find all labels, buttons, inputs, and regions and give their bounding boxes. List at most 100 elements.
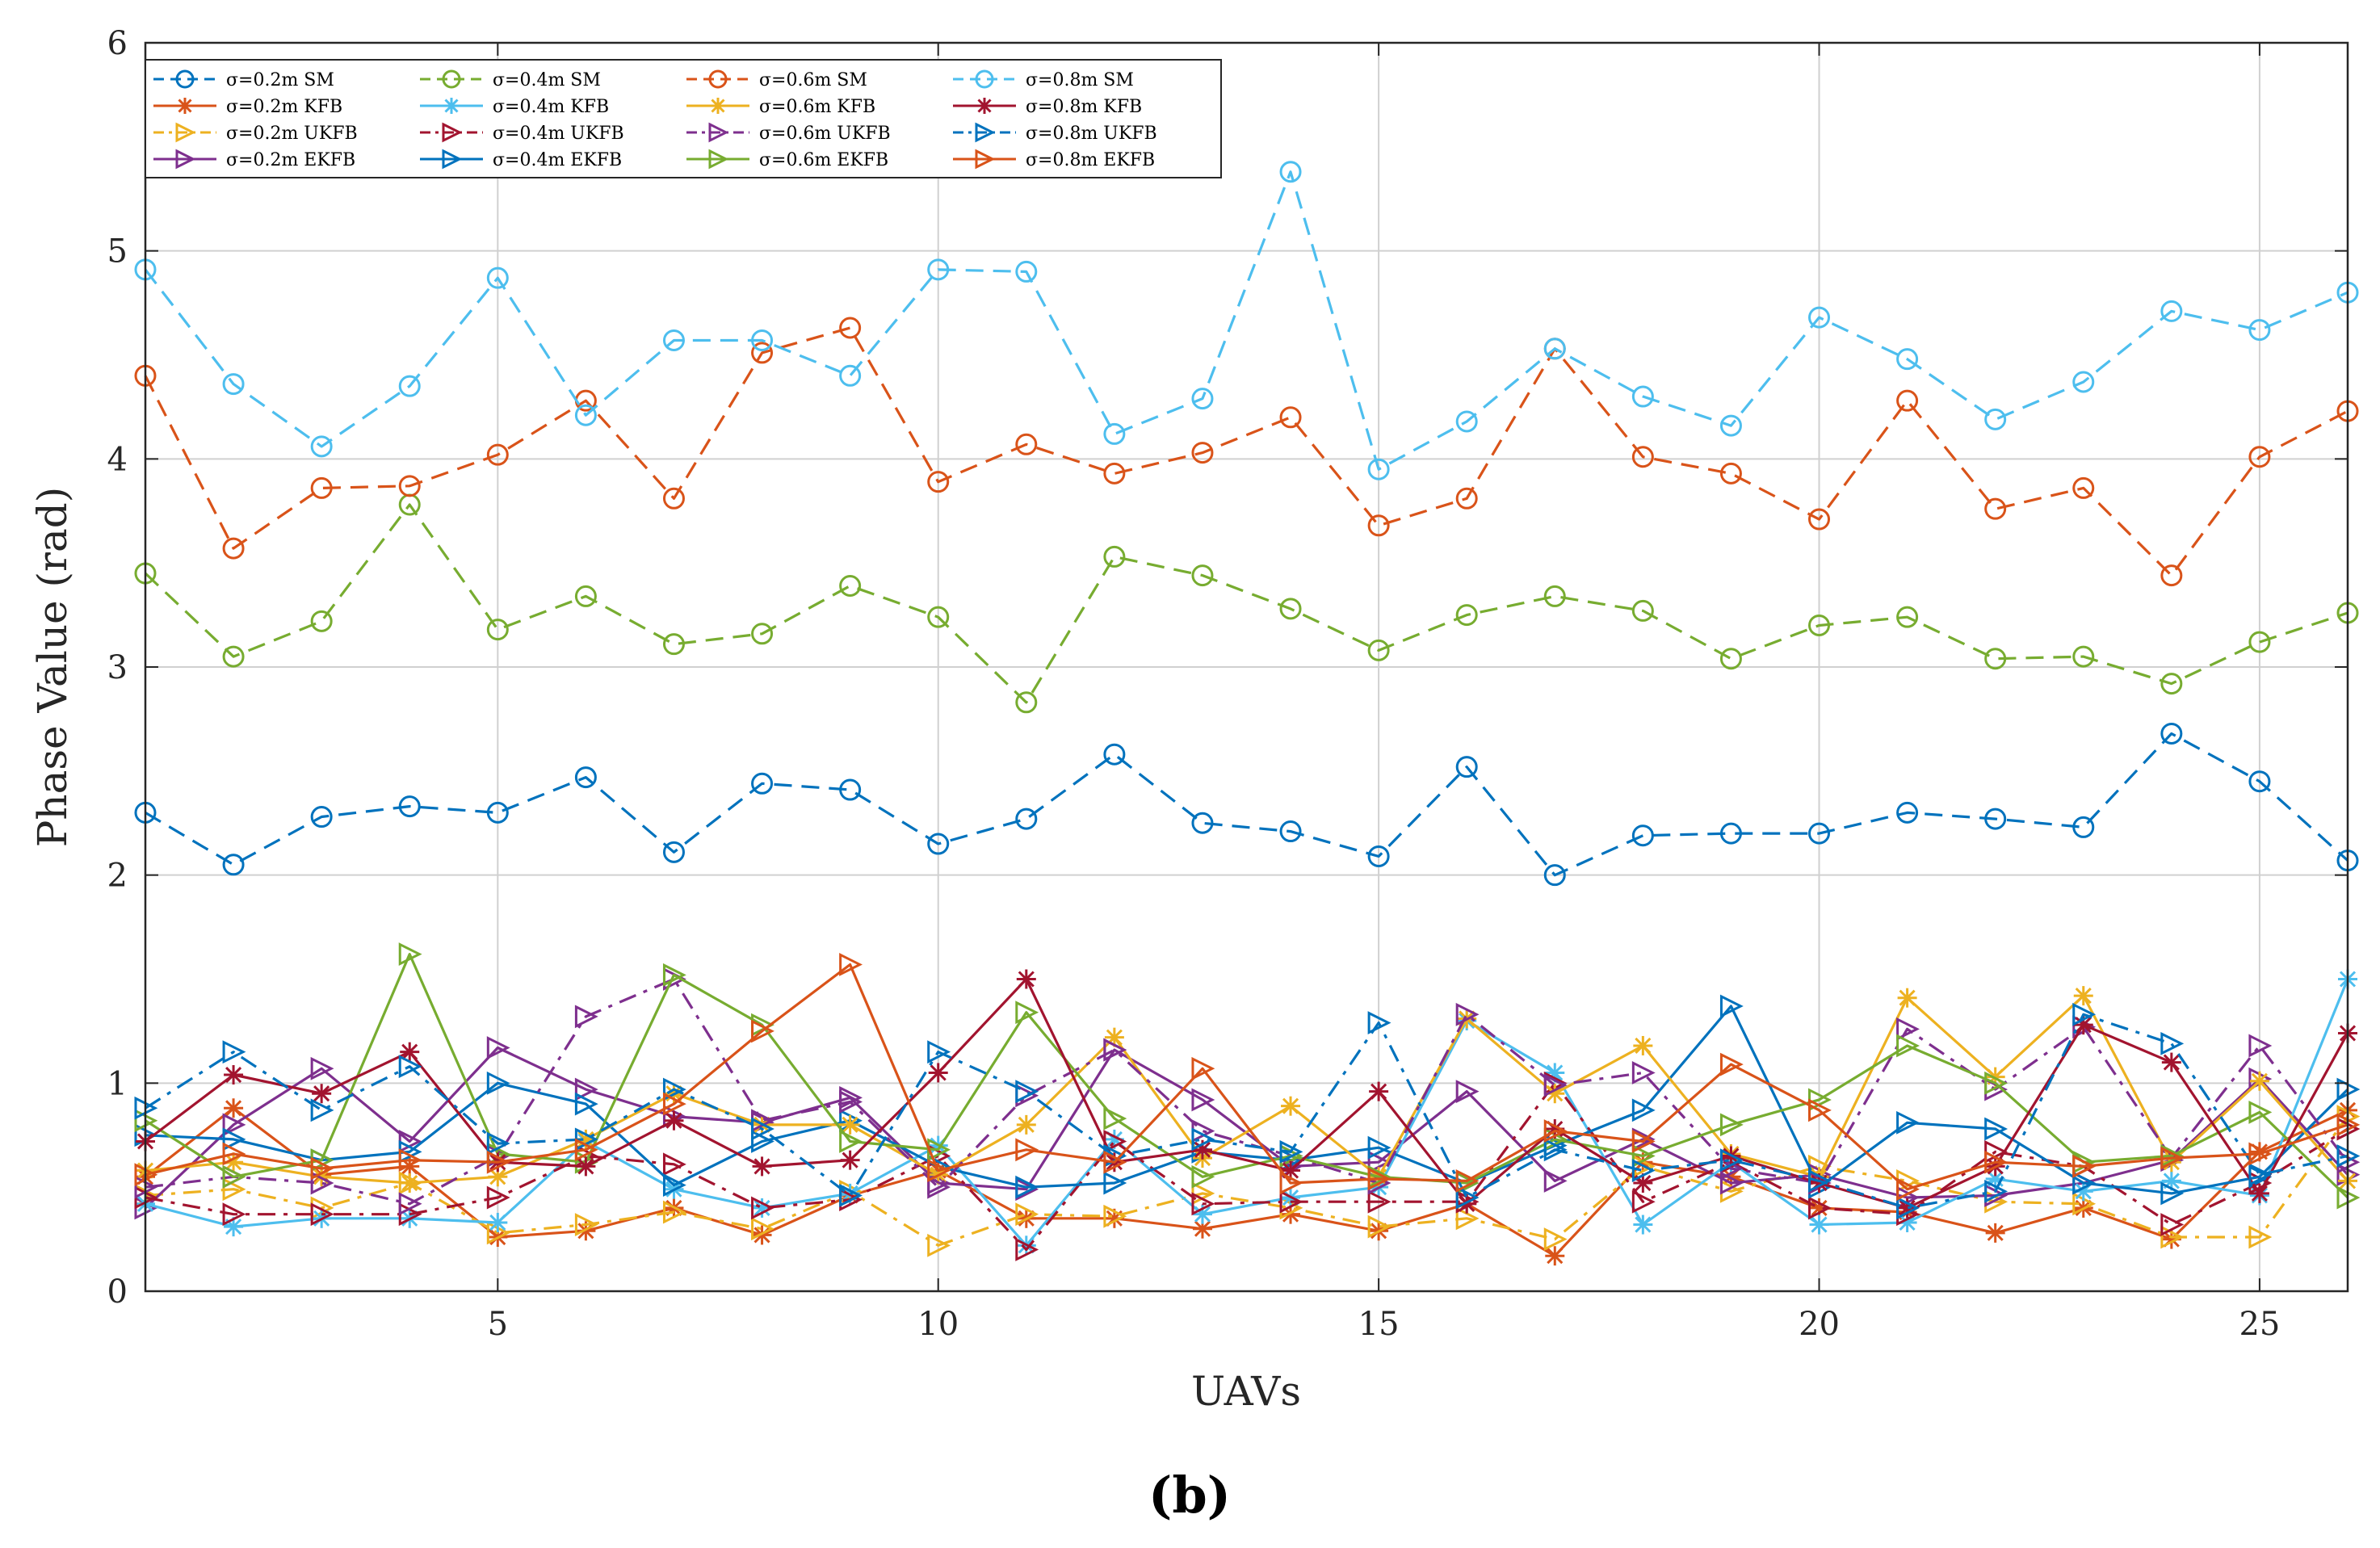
data-point [1191, 388, 1214, 410]
data-point [662, 963, 686, 987]
legend-label: σ=0.8m SM [1026, 70, 1134, 90]
data-point [2248, 770, 2271, 793]
x-tick-label: 15 [1358, 1306, 1400, 1343]
data-point [1455, 1080, 1480, 1104]
data-point [2160, 1146, 2185, 1170]
data-point [927, 258, 950, 281]
data-point [927, 1175, 951, 1199]
data-point [2161, 1052, 2181, 1072]
data-point [1808, 1169, 1832, 1193]
legend-entry: σ=0.6m UKFB [686, 122, 891, 144]
data-point [400, 1042, 420, 1062]
x-tick-label: 5 [488, 1306, 508, 1343]
y-axis-label: Phase Value (rad) [29, 487, 76, 848]
data-point [1631, 599, 1654, 622]
data-point [2248, 1225, 2273, 1249]
data-point [1984, 1150, 2009, 1174]
legend-marker [443, 98, 460, 114]
data-point [1455, 1185, 1480, 1210]
data-point [2072, 476, 2095, 499]
data-point [1808, 306, 1831, 329]
data-point [1543, 338, 1566, 360]
series-layer [134, 161, 2361, 1266]
data-point [2160, 722, 2183, 745]
data-point [486, 266, 509, 289]
data-point [310, 1098, 334, 1122]
data-point [1015, 1202, 1039, 1227]
data-point [2073, 1015, 2093, 1035]
data-point [1103, 1150, 1127, 1174]
data-point [1455, 1002, 1480, 1026]
y-tick-label: 2 [107, 858, 128, 895]
data-point [2248, 631, 2271, 653]
data-point [2249, 1183, 2269, 1203]
data-point [486, 1185, 510, 1210]
data-point [751, 1217, 774, 1241]
data-point [1103, 1171, 1127, 1195]
data-point [2072, 1002, 2097, 1026]
legend-entry: σ=0.8m UKFB [953, 122, 1157, 144]
legend-marker [442, 69, 461, 89]
legend-marker [975, 69, 994, 89]
data-point [2160, 300, 2183, 322]
data-point [927, 1040, 951, 1064]
x-tick-label: 10 [917, 1306, 959, 1343]
legend-entry: σ=0.8m KFB [953, 97, 1142, 117]
data-point [751, 342, 774, 364]
data-point [1631, 1159, 1656, 1182]
legend-box [145, 59, 1222, 178]
data-point [839, 1130, 863, 1153]
data-point [1896, 1196, 1920, 1220]
y-tick-label: 3 [107, 649, 128, 686]
data-point [1191, 1192, 1215, 1216]
legend-marker [708, 149, 729, 170]
legend-marker [175, 122, 196, 143]
data-point [1543, 1227, 1568, 1252]
data-point [927, 833, 950, 855]
data-point [1455, 756, 1478, 778]
data-point [839, 1184, 863, 1207]
legend-entry: σ=0.6m SM [686, 69, 867, 90]
data-point [2249, 1071, 2269, 1091]
data-point [664, 1110, 684, 1131]
legend-marker [442, 122, 463, 143]
data-point [1015, 1001, 1039, 1025]
data-point [751, 1130, 774, 1153]
data-point [662, 487, 685, 510]
data-point [1984, 1179, 2009, 1203]
data-point [1367, 1189, 1391, 1214]
data-point [1191, 1088, 1215, 1112]
legend-marker [442, 149, 463, 170]
series-line [145, 977, 2349, 1206]
data-point [839, 575, 862, 598]
data-point [576, 1156, 596, 1177]
data-point [1103, 545, 1126, 568]
data-point [1719, 822, 1742, 845]
legend-entry: σ=0.2m EKFB [153, 149, 355, 170]
tick-layer: 5 10 15 20 25 0 1 2 3 4 5 6 [107, 25, 2348, 1343]
data-point [1896, 801, 1919, 824]
data-point [1719, 1052, 1744, 1076]
data-point [1279, 1139, 1303, 1164]
data-point [224, 1065, 244, 1085]
data-point [1279, 161, 1302, 183]
data-point [400, 1173, 420, 1194]
data-point [927, 1159, 951, 1182]
legend-entry: σ=0.2m KFB [153, 97, 342, 117]
data-point [2160, 1213, 2185, 1236]
data-point [1103, 1038, 1127, 1062]
legend-entry: σ=0.4m SM [420, 69, 601, 90]
data-point [2248, 1100, 2273, 1124]
data-point [1631, 385, 1654, 408]
legend-marker [175, 149, 196, 170]
data-point [1015, 691, 1038, 714]
data-point [1631, 446, 1654, 468]
data-point [574, 1138, 598, 1162]
data-point [222, 1113, 246, 1137]
data-point [662, 1200, 686, 1224]
data-point [222, 1164, 246, 1189]
data-point [1279, 1171, 1303, 1195]
data-point [1191, 564, 1214, 587]
data-point [1631, 1098, 1656, 1122]
data-point [486, 1071, 510, 1095]
